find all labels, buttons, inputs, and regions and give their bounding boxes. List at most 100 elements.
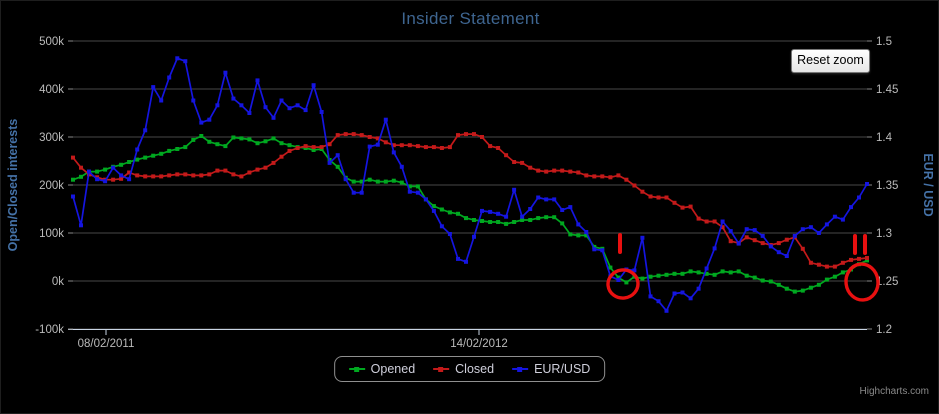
data-point-marker <box>215 168 220 173</box>
legend-item-closed[interactable]: Closed <box>433 362 494 376</box>
x-axis-label: 14/02/2012 <box>450 338 508 350</box>
series-opened[interactable] <box>71 134 869 294</box>
data-point-marker <box>319 110 324 114</box>
data-point-marker <box>600 174 605 179</box>
data-point-marker <box>279 154 284 159</box>
data-point-marker <box>456 256 460 261</box>
data-point-marker <box>480 208 484 213</box>
data-point-marker <box>720 269 725 274</box>
data-point-marker <box>808 285 813 290</box>
data-point-marker <box>399 143 404 148</box>
data-point-marker <box>319 145 324 150</box>
data-point-marker <box>520 214 525 219</box>
data-point-marker <box>343 132 348 137</box>
data-point-marker <box>840 270 845 275</box>
data-point-marker <box>71 194 75 199</box>
data-point-marker <box>664 272 669 277</box>
data-point-marker <box>311 148 316 152</box>
data-point-marker <box>696 216 701 221</box>
y-right-tick-label: 1.3 <box>876 228 892 240</box>
data-point-marker <box>383 117 388 122</box>
data-point-marker <box>800 246 805 251</box>
data-point-marker <box>303 144 308 149</box>
data-point-marker <box>191 137 196 142</box>
data-point-marker <box>528 218 533 222</box>
data-point-marker <box>255 141 260 146</box>
data-point-marker <box>151 174 156 179</box>
x-axis: 08/02/2011 14/02/2012 <box>68 329 867 350</box>
data-point-marker <box>808 260 813 265</box>
data-point-marker <box>263 105 268 110</box>
data-point-marker <box>247 170 252 175</box>
data-point-marker <box>592 247 597 252</box>
closed-series-marker-icon <box>433 366 450 373</box>
data-point-marker <box>544 169 549 174</box>
data-point-marker <box>71 177 75 182</box>
data-point-marker <box>79 174 83 179</box>
data-point-marker <box>95 177 100 182</box>
data-point-marker <box>584 230 589 234</box>
data-point-marker <box>143 155 148 160</box>
data-point-marker <box>367 177 372 182</box>
data-point-marker <box>183 59 188 64</box>
opened-series-marker-icon <box>348 366 365 373</box>
data-point-marker <box>504 153 509 158</box>
data-point-marker <box>688 204 693 209</box>
data-point-marker <box>512 220 517 224</box>
y-left-tick-label: 300k <box>39 132 64 144</box>
data-point-marker <box>295 146 300 150</box>
data-point-marker <box>472 132 476 137</box>
data-point-marker <box>279 141 284 146</box>
data-point-marker <box>656 299 661 304</box>
y-right-tick-label: 1.45 <box>876 84 898 96</box>
data-point-marker <box>696 286 701 291</box>
data-point-marker <box>504 214 509 219</box>
data-point-marker <box>552 168 557 173</box>
gridlines <box>73 40 867 330</box>
data-point-marker <box>824 264 829 269</box>
data-point-marker <box>135 173 140 178</box>
data-point-marker <box>552 215 557 220</box>
data-point-marker <box>640 189 645 194</box>
data-point-marker <box>576 170 581 175</box>
data-point-marker <box>431 204 436 209</box>
highcharts-credits-link[interactable]: Highcharts.com <box>859 386 929 397</box>
data-point-marker <box>544 197 549 202</box>
data-point-marker <box>431 208 436 213</box>
annotation-roman-numeral-ii <box>853 234 857 255</box>
data-point-marker <box>207 172 212 177</box>
data-point-marker <box>263 139 268 144</box>
annotations <box>606 233 880 302</box>
data-point-marker <box>407 143 412 148</box>
data-point-marker <box>664 308 669 313</box>
data-point-marker <box>728 270 733 275</box>
data-point-marker <box>383 140 388 145</box>
data-point-marker <box>456 133 460 138</box>
series-eur-usd[interactable] <box>71 56 869 313</box>
data-point-marker <box>520 218 525 222</box>
data-point-marker <box>616 173 621 178</box>
legend-item-opened[interactable]: Opened <box>348 362 415 376</box>
data-point-marker <box>415 190 420 195</box>
data-point-marker <box>199 120 204 125</box>
data-point-marker <box>295 103 300 108</box>
reset-zoom-button[interactable]: Reset zoom <box>791 49 870 73</box>
data-point-marker <box>79 165 83 170</box>
data-point-marker <box>447 210 452 215</box>
data-point-marker <box>95 169 100 174</box>
data-point-marker <box>608 265 613 270</box>
data-point-marker <box>648 294 653 299</box>
data-point-marker <box>696 270 701 275</box>
legend-item-eurusd[interactable]: EUR/USD <box>512 362 590 376</box>
data-point-marker <box>768 244 773 249</box>
data-point-marker <box>287 143 292 148</box>
data-point-marker <box>183 145 188 150</box>
data-point-marker <box>536 168 541 173</box>
annotation-circle <box>606 268 640 300</box>
data-point-marker <box>135 147 140 152</box>
data-point-marker <box>199 134 204 138</box>
data-point-marker <box>744 235 749 240</box>
data-point-marker <box>447 145 452 150</box>
data-point-marker <box>423 145 428 150</box>
